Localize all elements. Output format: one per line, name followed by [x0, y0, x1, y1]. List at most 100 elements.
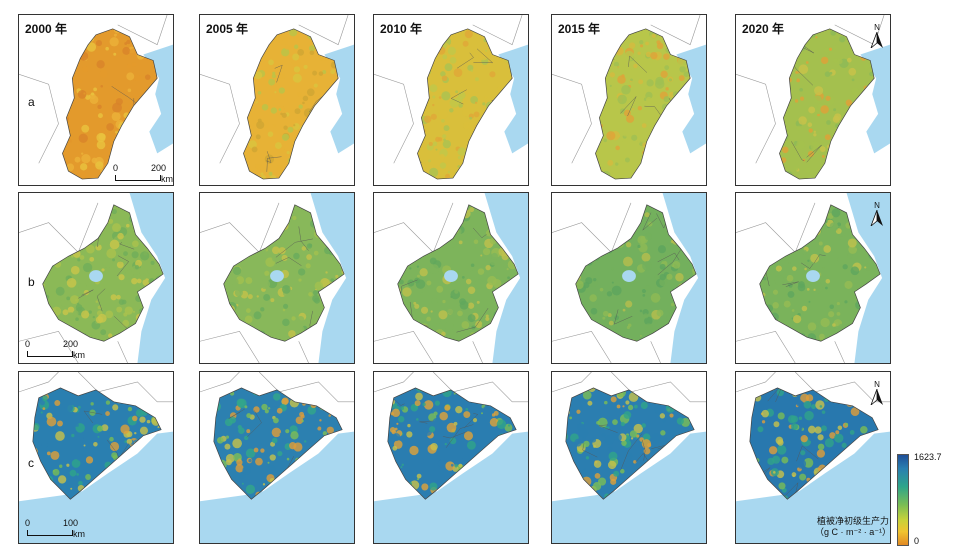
- scale-zero: 0: [25, 339, 31, 349]
- legend-max-value: 1623.7: [914, 452, 942, 462]
- region-outline: [759, 204, 881, 342]
- neighbour-boundaries: [200, 372, 354, 403]
- map-canvas: [736, 193, 890, 363]
- neighbour-boundaries: [19, 202, 128, 363]
- year-label: 2015 年: [558, 22, 601, 36]
- map-canvas: [200, 15, 354, 180]
- region-outline: [749, 387, 879, 500]
- region-outline: [417, 28, 513, 180]
- region-outline: [595, 28, 691, 180]
- scale-dist: 200: [151, 163, 167, 173]
- map-panel-rowc-2: [199, 371, 355, 544]
- year-label: 2010 年: [380, 22, 423, 36]
- sea-area: [143, 44, 173, 154]
- scale-zero: 0: [25, 518, 31, 528]
- map-canvas: [200, 372, 354, 543]
- region-outline: [565, 387, 695, 500]
- sea-area: [310, 193, 354, 363]
- legend-title-line2: （g C · m⁻² · a⁻¹）: [815, 527, 891, 537]
- region-outline: [62, 28, 158, 180]
- map-canvas: [19, 15, 173, 180]
- year-label: 2000 年: [25, 22, 68, 36]
- neighbour-boundaries: [552, 372, 706, 403]
- map-panel-rowc-5: N: [735, 371, 891, 544]
- region-outline: [32, 387, 162, 500]
- map-panel-rowb-3: [373, 192, 529, 364]
- map-canvas: [374, 193, 528, 363]
- neighbour-boundaries: [200, 15, 349, 164]
- map-panel-rowb-1: b 0 200 km: [18, 192, 174, 364]
- legend-min-value: 0: [914, 536, 920, 546]
- neighbour-boundaries: [552, 202, 661, 363]
- npp-color-legend: [897, 454, 909, 546]
- map-panel-rowa-4: 2015 年: [551, 14, 707, 186]
- map-canvas: [374, 15, 528, 180]
- lake: [444, 270, 458, 282]
- map-canvas: [19, 372, 173, 543]
- lake: [270, 270, 284, 282]
- study-region: [417, 28, 513, 180]
- neighbour-boundaries: [552, 15, 701, 164]
- scale-unit: km: [73, 350, 85, 360]
- region-outline: [42, 204, 164, 342]
- region-outline: [243, 28, 339, 180]
- sea-area: [200, 431, 354, 543]
- map-panel-rowb-4: [551, 192, 707, 364]
- map-canvas: [374, 372, 528, 543]
- north-arrow-icon: N: [870, 201, 884, 227]
- map-canvas: [736, 15, 890, 180]
- map-panel-rowc-1: c 0 100 km: [18, 371, 174, 544]
- map-panel-rowa-3: 2010 年: [373, 14, 529, 186]
- map-canvas: [736, 372, 890, 543]
- north-arrow-icon: N: [870, 23, 884, 49]
- map-panel-rowc-3: [373, 371, 529, 544]
- scale-dist: 200: [63, 339, 79, 349]
- region-outline: [387, 387, 517, 500]
- map-panel-rowb-5: N: [735, 192, 891, 364]
- scale-dist: 100: [63, 518, 79, 528]
- neighbour-boundaries: [19, 372, 173, 403]
- sea-area: [484, 193, 528, 363]
- study-region: [575, 204, 697, 342]
- scale-zero: 0: [113, 163, 119, 173]
- lake: [622, 270, 636, 282]
- year-label: 2005 年: [206, 22, 249, 36]
- sea-area: [324, 44, 354, 154]
- neighbour-boundaries: [19, 15, 168, 164]
- row-label: c: [28, 456, 34, 470]
- map-panel-rowa-5: 2020 年 N: [735, 14, 891, 186]
- scale-unit: km: [73, 529, 85, 539]
- map-canvas: [552, 372, 706, 543]
- region-outline: [397, 204, 519, 342]
- map-canvas: [19, 193, 173, 363]
- sea-area: [129, 193, 173, 363]
- sea-area: [676, 44, 706, 154]
- sea-area: [662, 193, 706, 363]
- sea-area: [19, 431, 173, 543]
- sea-area: [860, 44, 890, 154]
- legend-title-line1: 植被净初级生产力: [816, 516, 889, 526]
- map-canvas: [200, 193, 354, 363]
- map-panel-rowa-1: 2000 年 a 0 200 km: [18, 14, 174, 186]
- region-outline: [223, 204, 345, 342]
- sea-area: [846, 193, 890, 363]
- neighbour-boundaries: [374, 15, 523, 164]
- map-canvas: [552, 193, 706, 363]
- neighbour-boundaries: [736, 202, 845, 363]
- study-region: [243, 28, 339, 180]
- scale-unit: km: [161, 174, 173, 184]
- region-outline: [575, 204, 697, 342]
- map-panel-rowc-4: [551, 371, 707, 544]
- region-outline: [213, 387, 343, 500]
- neighbour-boundaries: [374, 202, 483, 363]
- region-outline: [779, 28, 875, 180]
- row-label: a: [28, 95, 35, 109]
- sea-area: [736, 431, 890, 543]
- year-label: 2020 年: [742, 22, 785, 36]
- map-canvas: [552, 15, 706, 180]
- sea-area: [374, 431, 528, 543]
- lake: [89, 270, 103, 282]
- sea-area: [552, 431, 706, 543]
- map-panel-rowb-2: [199, 192, 355, 364]
- north-arrow-icon: N: [870, 380, 884, 406]
